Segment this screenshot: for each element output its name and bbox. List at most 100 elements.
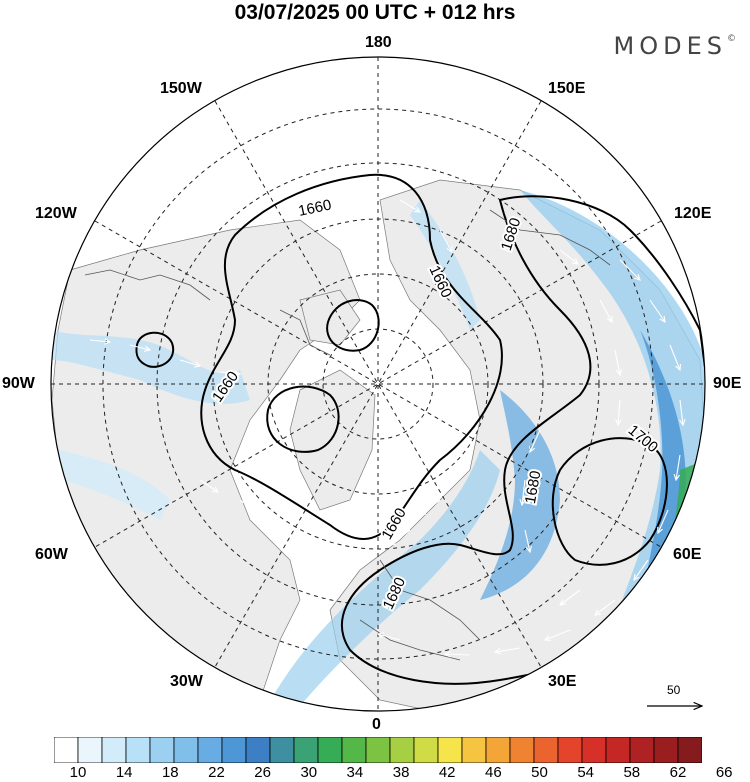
contour-1660-hudson [266, 385, 340, 453]
wind-arrow [199, 479, 218, 492]
colorbar-tick-label: 22 [208, 764, 225, 781]
lon-label-150e: 150E [548, 80, 586, 97]
colorbar-swatch [341, 737, 367, 763]
map-boundary [50, 56, 706, 712]
colorbar-tick-label: 18 [161, 764, 179, 781]
coastline-alaska [84, 269, 211, 301]
wind-arrow [89, 340, 110, 342]
wind-arrow [676, 454, 681, 480]
wind-arrow [219, 372, 240, 374]
coastlines [84, 209, 611, 661]
colorbar-tick-label: 10 [69, 764, 87, 781]
meridian [94, 220, 662, 548]
wind-arrow [614, 349, 620, 375]
colorbar-swatch [245, 737, 271, 763]
colorbar-swatch [389, 737, 415, 763]
colorbar-tick-label: 46 [485, 764, 502, 781]
colorbar [54, 737, 702, 763]
colorbar-swatch [557, 737, 583, 763]
lon-label-30w: 30W [170, 673, 203, 690]
colorbar-swatch [581, 737, 607, 763]
height-contours [135, 173, 705, 685]
wind-arrow [560, 589, 581, 605]
colorbar-tick-labels: 10141822263034384246505458626670 [0, 764, 750, 782]
wind-arrow [390, 529, 411, 545]
lon-label-120e: 120E [674, 205, 712, 222]
brand-logo: MODES© [614, 32, 736, 60]
jet-west-patch [60, 450, 170, 520]
wind-arrow [634, 559, 649, 580]
wind-arrow [599, 299, 612, 322]
colorbar-tick-label: 54 [577, 764, 595, 781]
colorbar-swatch [605, 737, 631, 763]
wind-arrow [595, 599, 616, 615]
wind-arrow [269, 204, 290, 216]
wind-arrow [129, 344, 150, 350]
colorbar-tick-label: 58 [623, 764, 641, 781]
lon-label-60w: 60W [35, 546, 68, 563]
colorbar-swatch [149, 737, 175, 763]
wind-arrow [522, 479, 525, 505]
colorbar-swatch [221, 737, 247, 763]
lon-label-60e: 60E [673, 546, 702, 563]
wind-arrow [530, 429, 541, 452]
coastline-siberia [489, 209, 611, 266]
colorbar-swatch [269, 737, 295, 763]
coastline-europe [379, 559, 481, 641]
coastline-mediterranean [359, 619, 461, 661]
colorbar-tick-label: 50 [531, 764, 548, 781]
colorbar-swatch [461, 737, 487, 763]
wind-arrow [179, 359, 200, 366]
wind-arrow [420, 499, 441, 515]
wind-vectors [89, 186, 683, 655]
colorbar-tick-label: 34 [346, 764, 364, 781]
lon-label-90e: 90E [713, 375, 742, 392]
jet-central-band [480, 390, 560, 600]
wind-arrow [239, 499, 258, 512]
contour-1660-small [326, 299, 380, 352]
wind-arrow [545, 629, 571, 640]
colorbar-swatch [293, 737, 319, 763]
wind-arrow [300, 589, 321, 602]
contour-1680 [340, 195, 705, 685]
brand-name: MODES [613, 32, 727, 60]
colorbar-swatch [413, 737, 439, 763]
colorbar-swatch [677, 737, 702, 763]
wind-arrow [399, 199, 420, 212]
wind-arrow [559, 249, 578, 264]
colorbar-swatch [173, 737, 199, 763]
colorbar-swatch [485, 737, 511, 763]
wind-arrow [378, 634, 401, 641]
colorbar-swatch [509, 737, 535, 763]
coastline-archipelago [279, 309, 331, 356]
meridian [214, 100, 542, 668]
contour-1700 [551, 437, 668, 566]
colorbar-swatch [317, 737, 343, 763]
colorbar-tick-label: 66 [715, 764, 733, 781]
colorbar-tick-label: 62 [669, 764, 687, 781]
wind-arrow [348, 559, 371, 572]
landmass-greenland [289, 369, 376, 511]
copyright-mark: © [727, 34, 736, 44]
colorbar-swatch [653, 737, 679, 763]
colorbar-swatch [54, 737, 79, 763]
jet-atlantic-band [260, 450, 500, 711]
contour-1660-main [200, 173, 503, 540]
colorbar-swatch [629, 737, 655, 763]
colorbar-swatch [125, 737, 151, 763]
wind-arrow [495, 647, 521, 652]
map-disk: 1660 1660 1660 1660 1680 1680 1680 1700 [51, 57, 705, 711]
wind-arrow [658, 509, 669, 533]
colorbar-tick-label: 26 [254, 764, 271, 781]
wind-arrow [649, 299, 665, 322]
wind-arrow [669, 344, 680, 370]
wind-arrow [680, 399, 683, 425]
colorbar-swatch [533, 737, 559, 763]
wind-arrow [439, 229, 452, 252]
graticule [51, 57, 705, 711]
lon-label-30e: 30E [548, 673, 577, 690]
lon-label-90w: 90W [2, 375, 35, 392]
lon-label-0: 0 [372, 716, 381, 733]
meridian [214, 100, 542, 668]
